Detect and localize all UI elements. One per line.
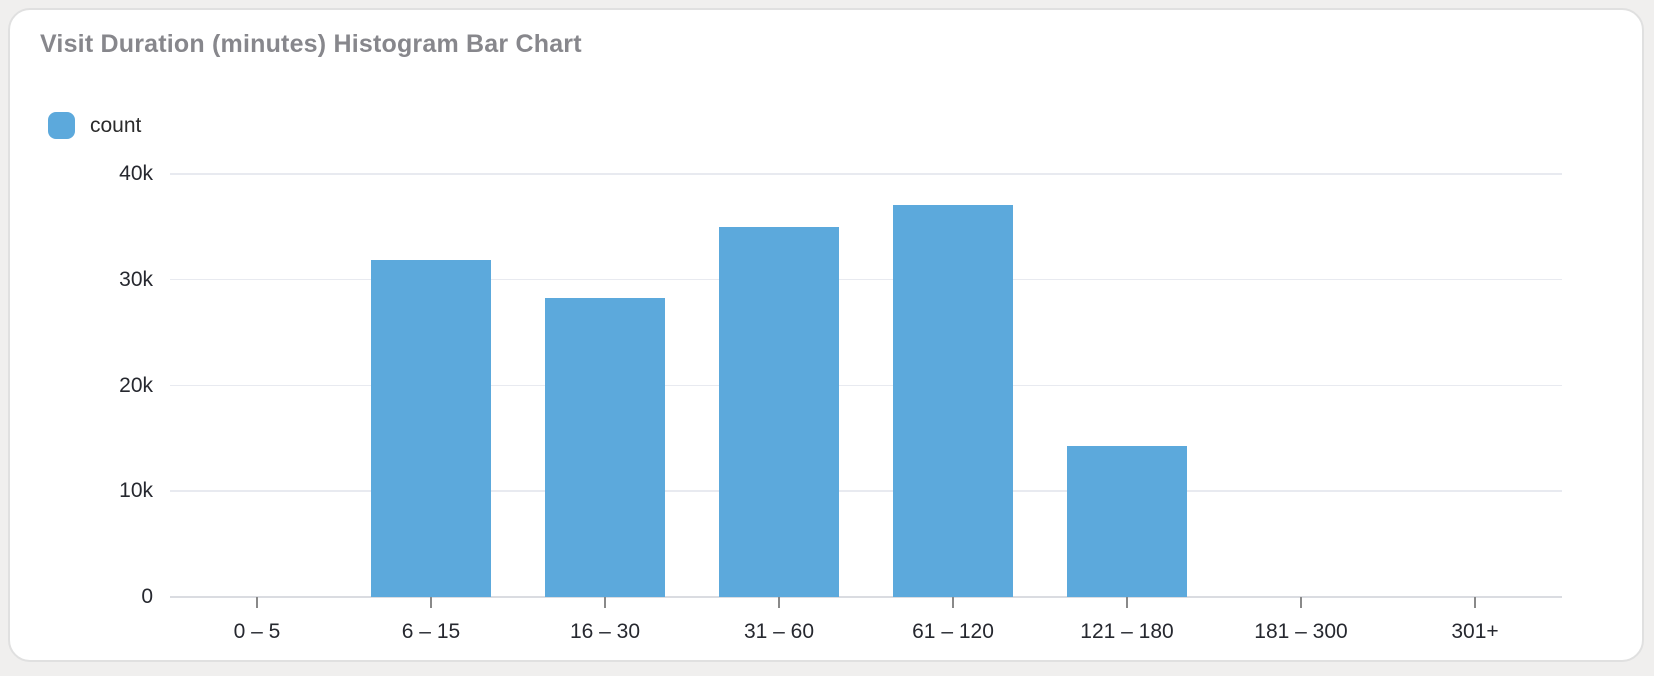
chart-card: Visit Duration (minutes) Histogram Bar C… bbox=[8, 8, 1644, 662]
bar-16–30[interactable] bbox=[545, 298, 665, 597]
bar-61–120[interactable] bbox=[893, 205, 1013, 597]
bar-6–15[interactable] bbox=[371, 260, 491, 597]
y-axis-tick-label: 30k bbox=[119, 267, 153, 291]
x-axis-label: 181 – 300 bbox=[1254, 620, 1348, 643]
y-gridline bbox=[170, 278, 1562, 281]
x-axis-label: 0 – 5 bbox=[233, 620, 281, 643]
x-axis-label: 31 – 60 bbox=[743, 620, 815, 643]
x-axis-tick bbox=[430, 597, 432, 608]
y-axis-tick-label: 20k bbox=[119, 373, 153, 397]
x-axis-tick bbox=[952, 597, 954, 608]
x-axis-label: 61 – 120 bbox=[912, 620, 994, 643]
x-axis-label: 121 – 180 bbox=[1080, 620, 1174, 643]
y-axis-tick-label: 0 bbox=[141, 585, 153, 608]
x-axis-tick bbox=[256, 597, 258, 608]
plot-area: 0 10k 20k 30k 40k 0 – 5 6 – 15 16 – 30 31 – 60 61… bbox=[119, 162, 1562, 643]
x-axis-label: 301+ bbox=[1451, 620, 1499, 643]
x-axis-tick bbox=[604, 597, 606, 608]
bar-121–180[interactable] bbox=[1067, 446, 1187, 597]
legend-label: count bbox=[90, 113, 142, 137]
x-axis-label: 6 – 15 bbox=[401, 620, 461, 643]
x-axis-tick bbox=[1300, 597, 1302, 608]
x-axis-line bbox=[170, 596, 1562, 598]
y-axis-tick-label: 40k bbox=[119, 162, 153, 185]
x-axis-label: 16 – 30 bbox=[569, 620, 641, 643]
x-axis-tick bbox=[1474, 597, 1476, 608]
legend-color-chip bbox=[48, 112, 75, 139]
y-gridline bbox=[170, 384, 1562, 386]
x-axis-tick bbox=[1126, 597, 1128, 608]
legend-item-count[interactable]: count bbox=[48, 112, 141, 139]
y-axis-tick-label: 10k bbox=[119, 479, 153, 503]
y-gridline bbox=[170, 490, 1562, 492]
bar-31–60[interactable] bbox=[719, 227, 839, 597]
chart-title: Visit Duration (minutes) Histogram Bar C… bbox=[40, 30, 582, 58]
y-gridline bbox=[170, 173, 1562, 175]
x-axis-tick bbox=[778, 597, 780, 608]
